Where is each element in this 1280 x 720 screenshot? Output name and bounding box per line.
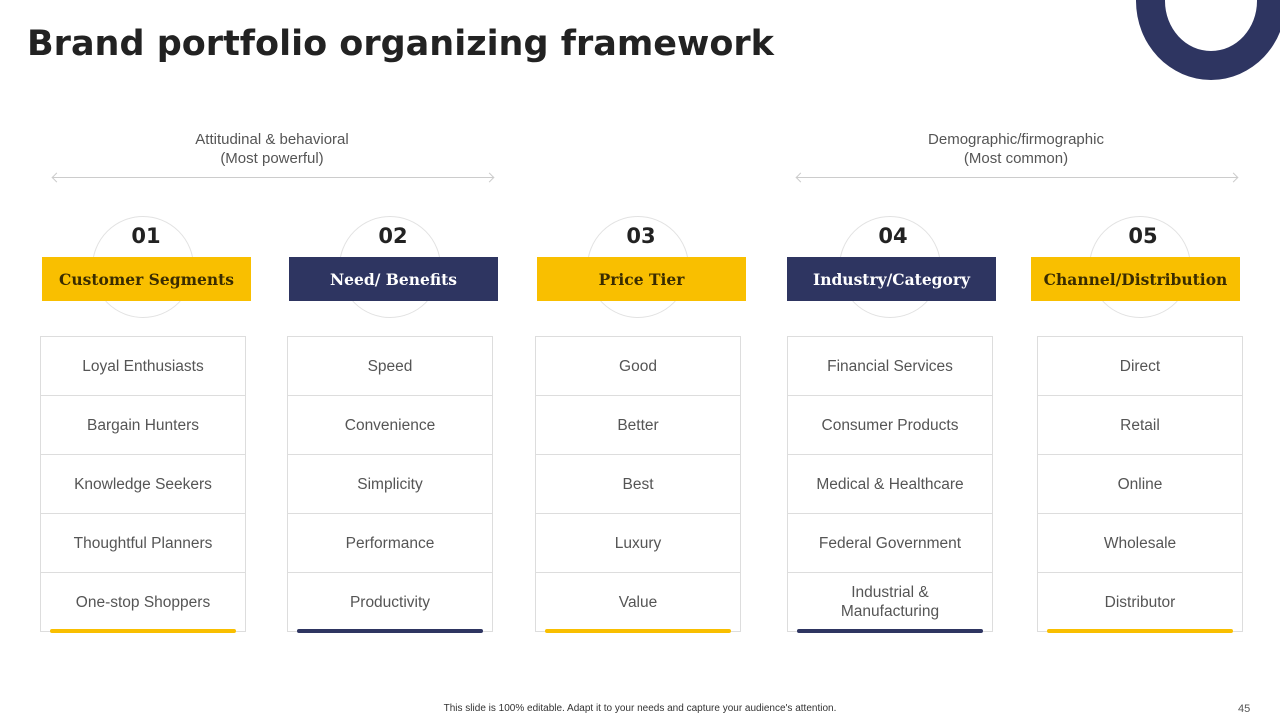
group-label-line: (Most common) [963,150,1069,167]
list-item: Simplicity [288,455,492,514]
accent-bar [297,629,483,633]
accent-bar [50,629,236,633]
column-header: Channel/Distribution [1031,257,1240,301]
column-list: Direct Retail Online Wholesale Distributor [1037,336,1243,632]
column-list: Financial Services Consumer Products Medic… [787,336,993,632]
list-item: Online [1038,455,1242,514]
column-header: Customer Segments [42,257,251,301]
page-title: Brand portfolio organizing framework [27,24,774,64]
list-item: Bargain Hunters [41,396,245,455]
list-item: Medical & Healthcare [788,455,992,514]
column-number: 03 [626,224,656,248]
list-item: Financial Services [788,337,992,396]
column-list: Speed Convenience Simplicity Performance Pro… [287,336,493,632]
group-label-line: Attitudinal & behavioral [195,131,349,148]
accent-bar [797,629,983,633]
list-item: Industrial & Manufacturing [788,573,992,632]
page-number: 45 [1238,703,1251,715]
double-arrow-left-group [53,177,493,178]
list-item: Knowledge Seekers [41,455,245,514]
list-item: Good [536,337,740,396]
column-number: 05 [1128,224,1158,248]
column-number: 02 [378,224,408,248]
column-number: 04 [878,224,908,248]
group-label-line: (Most powerful) [220,150,324,167]
group-label-attitudinal: Attitudinal & behavioral (Most powerful) [152,130,392,168]
list-item: Direct [1038,337,1242,396]
column-number: 01 [131,224,161,248]
decorative-ring [1136,0,1280,80]
list-item: Loyal Enthusiasts [41,337,245,396]
list-item: Productivity [288,573,492,632]
list-item: Consumer Products [788,396,992,455]
list-item: Value [536,573,740,632]
list-item: Best [536,455,740,514]
list-item: Convenience [288,396,492,455]
list-item: Wholesale [1038,514,1242,573]
list-item: Retail [1038,396,1242,455]
list-item: Luxury [536,514,740,573]
accent-bar [1047,629,1233,633]
list-item: One-stop Shoppers [41,573,245,632]
group-label-line: Demographic/firmographic [928,131,1104,148]
column-header: Industry/Category [787,257,996,301]
list-item: Speed [288,337,492,396]
list-item: Distributor [1038,573,1242,632]
column-list: Loyal Enthusiasts Bargain Hunters Knowledg… [40,336,246,632]
footer-note: This slide is 100% editable. Adapt it to… [443,703,837,714]
double-arrow-right-group [797,177,1237,178]
column-list: Good Better Best Luxury Value [535,336,741,632]
list-item: Thoughtful Planners [41,514,245,573]
list-item: Better [536,396,740,455]
list-item: Performance [288,514,492,573]
group-label-demographic: Demographic/firmographic (Most common) [896,130,1136,168]
list-item: Federal Government [788,514,992,573]
column-header: Price Tier [537,257,746,301]
column-header: Need/ Benefits [289,257,498,301]
accent-bar [545,629,731,633]
